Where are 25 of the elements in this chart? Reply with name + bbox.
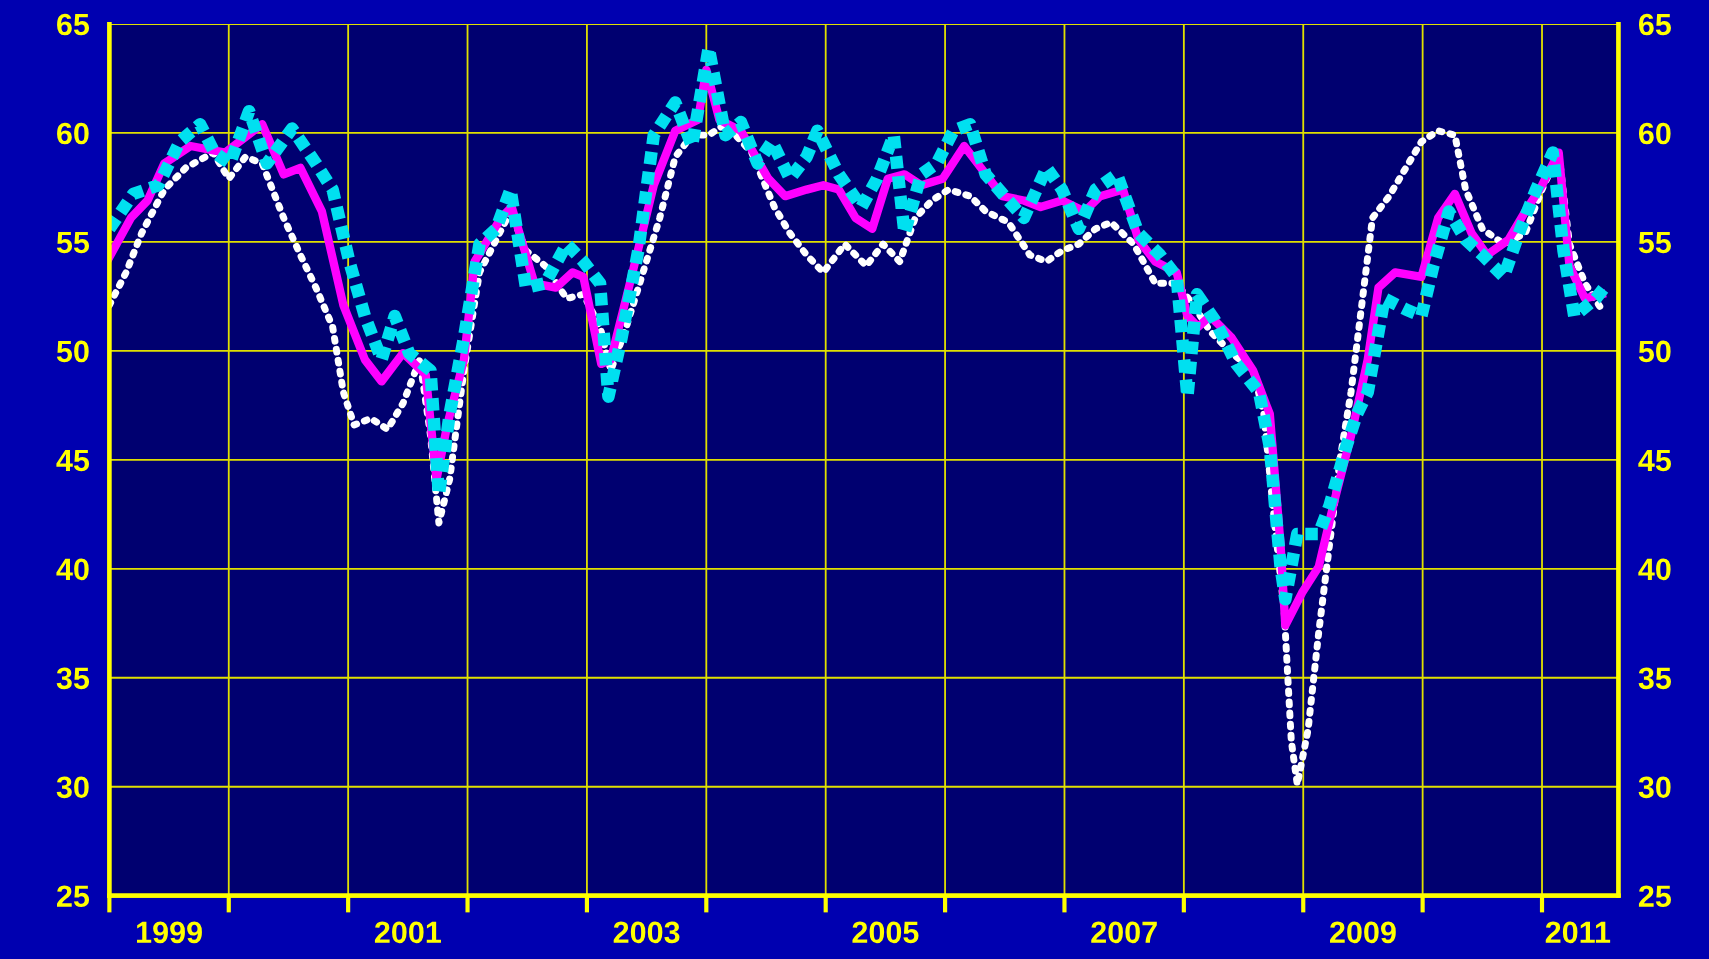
x-tick-label: 2003 xyxy=(613,921,680,944)
x-tick-label: 2001 xyxy=(374,921,441,944)
y-tick-label: 35 xyxy=(56,667,90,690)
x-tick-label: 2011 xyxy=(1545,921,1611,944)
y-tick-label: 30 xyxy=(56,776,89,799)
y2-tick-label: 50 xyxy=(1638,340,1671,363)
y2-tick-label: 35 xyxy=(1638,667,1671,690)
y2-tick-label: 60 xyxy=(1638,122,1671,145)
y-tick-label: 40 xyxy=(56,558,89,581)
y-tick-label: 65 xyxy=(57,13,90,36)
x-tick-label: 2007 xyxy=(1091,921,1157,944)
y-tick-label: 45 xyxy=(56,449,90,472)
y2-tick-label: 45 xyxy=(1638,449,1671,472)
y2-tick-label: 40 xyxy=(1638,558,1671,581)
y2-tick-label: 55 xyxy=(1638,231,1671,254)
y2-tick-label: 25 xyxy=(1638,885,1671,908)
y2-tick-label: 65 xyxy=(1638,13,1671,36)
y-tick-label: 50 xyxy=(56,340,89,363)
y-tick-label: 55 xyxy=(56,231,90,254)
y-tick-label: 25 xyxy=(57,885,90,908)
x-tick-label: 2005 xyxy=(852,921,919,944)
x-tick-label: 2009 xyxy=(1330,921,1396,944)
x-tick-label: 1999 xyxy=(137,921,202,944)
y-tick-label: 60 xyxy=(57,122,89,145)
y2-tick-label: 30 xyxy=(1638,776,1671,799)
